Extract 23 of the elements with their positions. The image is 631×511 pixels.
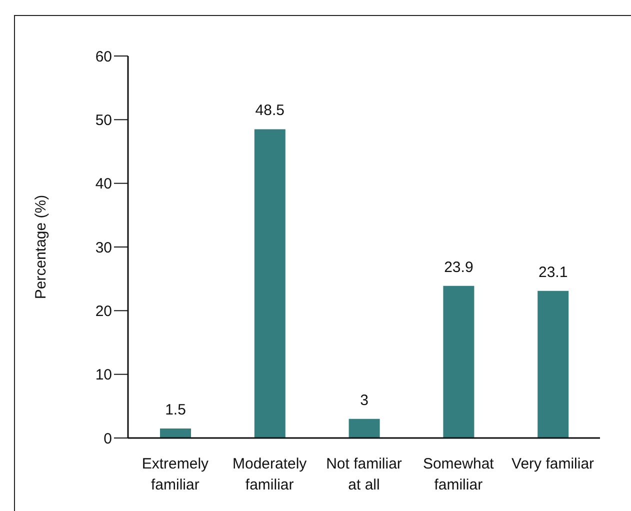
bar <box>538 290 569 438</box>
data-label: 3 <box>360 392 368 409</box>
y-tick-label: 60 <box>95 48 112 66</box>
bar <box>348 418 380 438</box>
y-tick-label: 30 <box>95 239 112 256</box>
y-axis-title: Percentage (%) <box>32 194 50 300</box>
y-tick-label: 50 <box>95 112 112 129</box>
x-tick-label: Extremely familiar <box>142 456 210 494</box>
x-tick-label: Not familiar at all <box>326 456 402 494</box>
bar <box>443 286 474 438</box>
data-label: 1.5 <box>165 401 186 418</box>
bar <box>160 428 191 438</box>
data-label: 23.1 <box>538 264 568 281</box>
bar <box>254 129 286 438</box>
y-tick-label: 40 <box>95 176 112 193</box>
data-label: 48.5 <box>255 102 284 120</box>
x-tick-label: Somewhat familiar <box>422 456 495 494</box>
data-label: 23.9 <box>444 258 474 276</box>
y-tick-label: 0 <box>104 430 112 448</box>
y-tick-label: 10 <box>95 366 112 384</box>
y-tick-label: 20 <box>95 302 112 320</box>
x-tick-label: Moderately familiar <box>232 456 308 494</box>
x-tick-label: Very familiar <box>512 456 594 473</box>
